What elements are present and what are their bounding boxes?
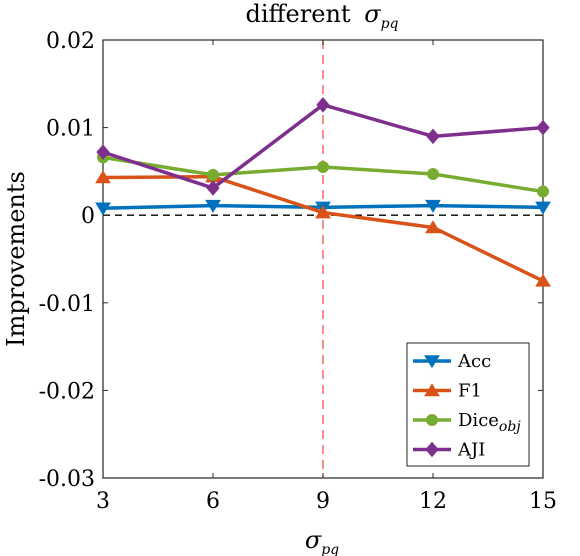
legend-label: Diceobj [458,410,521,435]
x-axis-title-symbol: σ [305,526,322,554]
x-tick-label: 12 [419,489,447,514]
data-point-f1 [535,273,551,287]
chart-title: different σpq [245,0,398,32]
legend-entry-aji: AJI [413,440,485,461]
data-point-acc [205,199,221,213]
legend-label: Acc [457,351,491,372]
y-tick-label: 0.01 [46,117,95,142]
legend-swatch-marker [425,441,439,458]
x-tick-label: 9 [316,489,330,514]
chart-title-symbol: σ [364,0,381,28]
legend-entry-acc: Acc [413,351,491,372]
series-layer [95,97,551,287]
data-point-dice [537,185,549,198]
series-dice [97,151,549,198]
y-tick-label: -0.03 [39,467,95,492]
data-point-aji [206,180,220,196]
data-point-f1 [95,170,111,184]
legend-label: AJI [457,440,485,461]
x-tick-label: 3 [96,489,110,514]
data-point-aji [426,128,440,145]
data-point-f1 [425,220,441,234]
chart-title-symbol-sub: pq [381,16,399,32]
data-point-acc [425,199,441,213]
series-aji [96,97,550,196]
legend: Acc F1 Diceobj AJI [406,342,530,467]
x-axis-title: σpq [305,526,339,556]
y-tick-label: -0.02 [39,379,95,404]
chart-title-text: different [245,0,350,28]
y-axis-ticks: 0.02 0.01 0 -0.01 -0.02 -0.03 [39,29,543,492]
x-axis-ticks: 3 6 9 12 15 [96,40,557,514]
legend-swatch-marker [424,355,440,369]
data-point-aji [96,144,110,160]
data-point-acc [95,202,111,216]
y-tick-label: -0.01 [39,292,95,317]
legend-label: F1 [458,381,482,402]
data-point-acc [535,201,551,215]
x-tick-label: 6 [206,489,220,514]
y-axis-title: Improvements [2,171,30,347]
data-point-f1 [315,205,331,219]
y-tick-label: 0.02 [46,29,95,54]
x-tick-label: 15 [529,489,557,514]
data-point-dice [317,161,329,174]
legend-swatch-marker [426,414,438,426]
y-tick-label: 0 [81,204,95,229]
legend-entries: Acc F1 Diceobj AJI [413,351,521,461]
data-point-dice [207,168,219,181]
legend-entry-f1: F1 [413,381,482,402]
legend-entry-dice: Diceobj [413,410,521,435]
legend-box [406,342,530,467]
data-point-aji [316,97,330,113]
legend-swatch-marker [424,383,440,397]
x-axis-title-symbol-sub: pq [321,542,339,556]
data-point-aji [536,119,550,136]
data-point-dice [427,168,439,181]
